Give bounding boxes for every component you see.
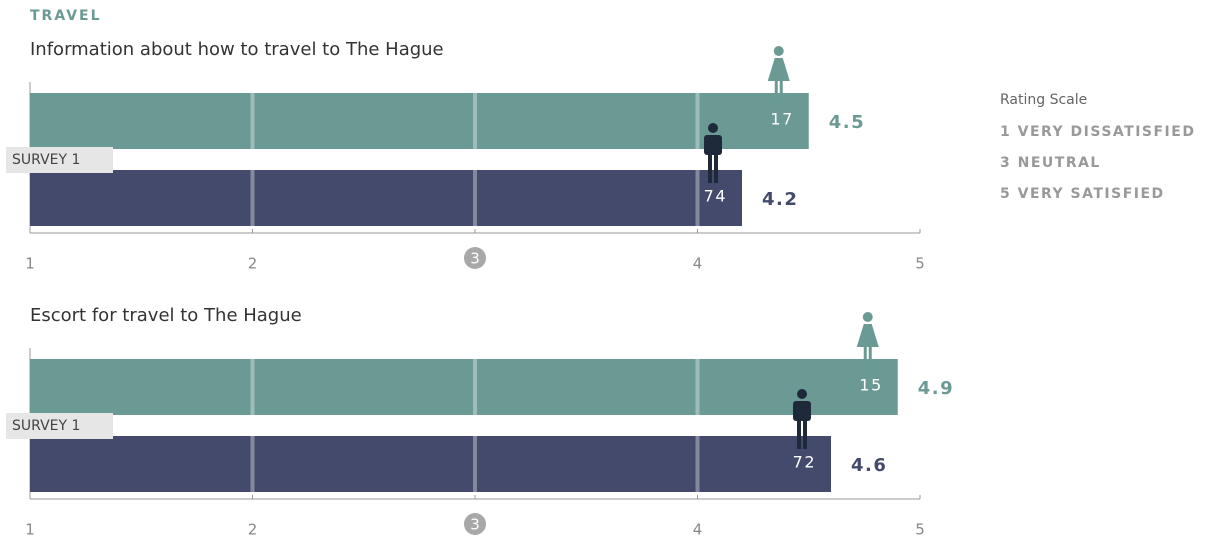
chart-title: Information about how to travel to The H… xyxy=(30,39,444,60)
count-label: 15 xyxy=(859,376,882,395)
icon-leg xyxy=(714,155,718,183)
female-icon xyxy=(856,312,879,371)
bar xyxy=(30,359,898,415)
section-title: TRAVEL xyxy=(30,8,102,24)
x-tick-label: 3 xyxy=(470,250,480,268)
category-box xyxy=(6,147,113,173)
icon-leg xyxy=(774,81,778,105)
value-label: 4.2 xyxy=(762,189,798,210)
value-label: 4.5 xyxy=(829,112,865,133)
count-label: 74 xyxy=(704,187,727,206)
icon-leg xyxy=(797,421,801,449)
rating-scale-item: 5 VERY SATISFIED xyxy=(1000,186,1165,202)
x-tick-label: 1 xyxy=(25,521,35,539)
x-tick-label: 4 xyxy=(693,255,703,273)
rating-scale-title: Rating Scale xyxy=(1000,92,1087,108)
male-icon xyxy=(704,123,722,183)
x-tick-highlight xyxy=(464,247,486,269)
icon-leg xyxy=(868,347,872,371)
icon-body xyxy=(793,401,811,421)
x-tick-label: 2 xyxy=(248,255,258,273)
icon-body xyxy=(704,135,722,155)
count-label: 17 xyxy=(770,110,793,129)
category-box xyxy=(6,413,113,439)
rating-scale-item: 1 VERY DISSATISFIED xyxy=(1000,124,1195,140)
male-icon xyxy=(793,389,811,449)
icon-leg xyxy=(708,155,712,183)
icon-body xyxy=(856,324,879,347)
x-tick-label: 1 xyxy=(25,255,35,273)
icon-head xyxy=(797,389,807,399)
x-tick-label: 5 xyxy=(915,255,925,273)
value-label: 4.6 xyxy=(851,455,887,476)
count-label: 72 xyxy=(793,453,816,472)
category-label: SURVEY 1 xyxy=(12,418,80,434)
bar xyxy=(30,170,742,226)
rating-scale-item: 3 NEUTRAL xyxy=(1000,155,1101,171)
female-icon xyxy=(767,46,790,105)
icon-leg xyxy=(863,347,867,371)
bar xyxy=(30,93,809,149)
icon-head xyxy=(773,46,784,56)
x-tick-label: 3 xyxy=(470,516,480,534)
icon-leg xyxy=(779,81,783,105)
icon-body xyxy=(767,58,790,81)
icon-head xyxy=(708,123,718,133)
chart-title: Escort for travel to The Hague xyxy=(30,305,302,326)
x-tick-highlight xyxy=(464,513,486,535)
icon-head xyxy=(862,312,873,322)
x-tick-label: 4 xyxy=(693,521,703,539)
icon-leg xyxy=(803,421,807,449)
bar xyxy=(30,436,831,492)
x-tick-label: 5 xyxy=(915,521,925,539)
value-label: 4.9 xyxy=(918,378,954,399)
x-tick-label: 2 xyxy=(248,521,258,539)
category-label: SURVEY 1 xyxy=(12,152,80,168)
